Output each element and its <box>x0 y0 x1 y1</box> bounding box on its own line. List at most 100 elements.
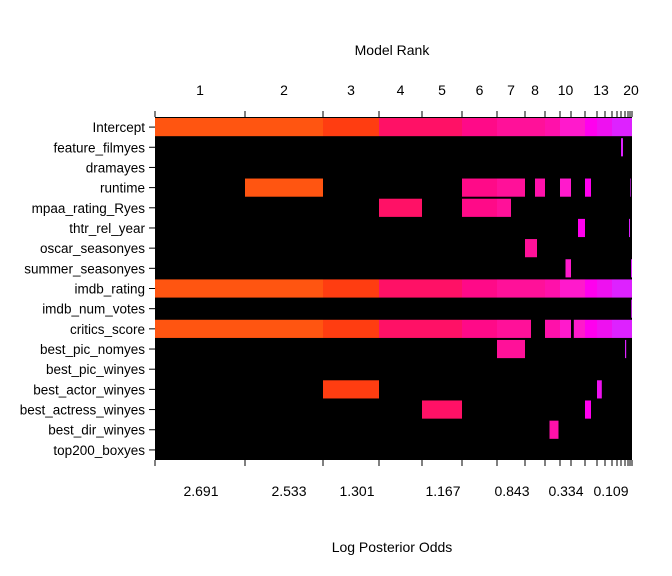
heatmap-cell-Intercept <box>155 118 245 137</box>
heatmap-cell-Intercept <box>612 118 617 137</box>
plot-area <box>155 117 632 460</box>
heatmap-cell-imdb_rating <box>612 279 617 298</box>
heatmap-cell-Intercept <box>617 118 621 137</box>
heatmap-cell-critics_score <box>560 319 571 338</box>
variable-label: feature_filmyes <box>53 140 145 155</box>
heatmap-cell-Intercept <box>630 118 632 137</box>
top-tick-label: 8 <box>531 82 539 98</box>
variable-label: top200_boxyes <box>53 443 145 458</box>
heatmap-cell-runtime <box>462 178 497 197</box>
heatmap-cell-Intercept <box>625 118 628 137</box>
heatmap-cell-Intercept <box>422 118 462 137</box>
variable-label: Intercept <box>92 120 145 135</box>
heatmap-cell-mpaa_rating_Ryes <box>379 198 422 217</box>
heatmap-cell-critics_score <box>630 319 632 338</box>
heatmap-cell-runtime <box>535 178 545 197</box>
heatmap-cell-summer_seasonyes <box>565 259 571 278</box>
heatmap-cell-Intercept <box>585 118 597 137</box>
heatmap-cell-imdb_rating <box>323 279 379 298</box>
bottom-tick-label: 0.334 <box>548 483 583 499</box>
heatmap-cell-imdb_num_votes <box>631 299 632 318</box>
heatmap-cell-Intercept <box>379 118 422 137</box>
top-tick-label: 20 <box>623 82 639 98</box>
heatmap-cell-imdb_rating <box>462 279 497 298</box>
heatmap-cell-summer_seasonyes <box>631 259 632 278</box>
heatmap-cell-thtr_rel_year <box>578 218 585 238</box>
heatmap-cell-imdb_rating <box>155 279 245 298</box>
top-tick-label: 5 <box>438 82 446 98</box>
top-tick-label: 4 <box>397 82 405 98</box>
heatmap-cell-best_pic_nomyes <box>497 339 525 359</box>
heatmap-cell-best_dir_winyes <box>549 420 559 439</box>
heatmap-cell-Intercept <box>571 118 585 137</box>
heatmap-cell-best_actress_winyes <box>585 400 591 419</box>
heatmap-cell-critics_score <box>621 319 625 338</box>
heatmap-cell-critics_score <box>628 319 630 338</box>
heatmap-cell-thtr_rel_year <box>629 218 630 238</box>
x-axis-label: Log Posterior Odds <box>332 539 453 555</box>
heatmap-cell-imdb_rating <box>525 279 545 298</box>
top-tick-label: 7 <box>507 82 515 98</box>
heatmap-cell-critics_score <box>573 319 585 338</box>
heatmap-cell-imdb_rating <box>617 279 621 298</box>
heatmap-cell-critics_score <box>245 319 323 338</box>
heatmap-cell-best_actress_winyes <box>422 400 462 419</box>
variable-labels: Intercept feature_filmyes dramayes runtime m… <box>20 120 155 458</box>
heatmap-cell-Intercept <box>497 118 525 137</box>
heatmap-cell-oscar_seasonyes <box>525 239 537 258</box>
heatmap-cell-critics_score <box>155 319 245 338</box>
heatmap-cell-imdb_rating <box>605 279 612 298</box>
bottom-tick-label: 2.691 <box>183 483 218 499</box>
chart-title: Model Rank <box>355 42 431 58</box>
bottom-axis: 2.691 2.533 1.301 1.167 0.843 0.334 0.109 <box>154 460 633 499</box>
bottom-tick-label: 2.533 <box>271 483 306 499</box>
heatmap-cell-Intercept <box>597 118 605 137</box>
heatmap-cell-best_actor_winyes <box>323 380 379 399</box>
top-tick-label: 2 <box>280 82 288 98</box>
heatmap-cell-best_actor_winyes <box>597 380 602 399</box>
heatmap-cell-imdb_rating <box>422 279 462 298</box>
bottom-tick-label: 1.167 <box>425 483 460 499</box>
heatmap-cell-mpaa_rating_Ryes <box>497 198 511 217</box>
variable-label: oscar_seasonyes <box>40 241 145 256</box>
heatmap-cell-Intercept <box>605 118 612 137</box>
heatmap-cell-Intercept <box>560 118 571 137</box>
top-tick-label: 10 <box>558 82 574 98</box>
heatmap-cell-imdb_rating <box>497 279 525 298</box>
heatmap-cell-Intercept <box>462 118 497 137</box>
variable-label: imdb_rating <box>74 282 145 297</box>
heatmap-cell-runtime <box>630 178 631 197</box>
heatmap-cell-runtime <box>497 178 525 197</box>
heatmap-cell-imdb_rating <box>628 279 630 298</box>
heatmap-cell-imdb_rating <box>597 279 605 298</box>
heatmap-cell-critics_score <box>545 319 560 338</box>
bottom-tick-label: 0.109 <box>593 483 628 499</box>
heatmap-cell-imdb_rating <box>585 279 597 298</box>
variable-label: best_actor_winyes <box>33 382 145 397</box>
heatmap-cell-runtime <box>585 178 591 197</box>
variable-label: imdb_num_votes <box>42 302 145 317</box>
variable-label: runtime <box>100 181 145 196</box>
heatmap-cell-imdb_rating <box>630 279 632 298</box>
heatmap-cell-critics_score <box>497 319 525 338</box>
heatmap-cell-Intercept <box>621 118 625 137</box>
variable-label: best_actress_winyes <box>20 403 146 418</box>
variable-label: critics_score <box>70 322 145 337</box>
heatmap-cell-runtime <box>245 178 323 197</box>
heatmap-cell-imdb_rating <box>571 279 585 298</box>
variable-label: best_pic_nomyes <box>40 342 145 357</box>
heatmap-cell-critics_score <box>612 319 617 338</box>
heatmap-cell-Intercept <box>323 118 379 137</box>
heatmap-cell-Intercept <box>545 118 560 137</box>
variable-label: best_dir_winyes <box>48 423 145 438</box>
variable-label: summer_seasonyes <box>24 261 145 276</box>
heatmap-cell-Intercept <box>628 118 630 137</box>
heatmap-cell-critics_score <box>462 319 497 338</box>
heatmap-cell-critics_score <box>605 319 612 338</box>
bottom-tick-label: 1.301 <box>339 483 374 499</box>
variable-label: dramayes <box>86 160 146 175</box>
top-tick-label: 1 <box>196 82 204 98</box>
heatmap-cell-critics_score <box>625 319 628 338</box>
heatmap-cell-imdb_rating <box>621 279 625 298</box>
